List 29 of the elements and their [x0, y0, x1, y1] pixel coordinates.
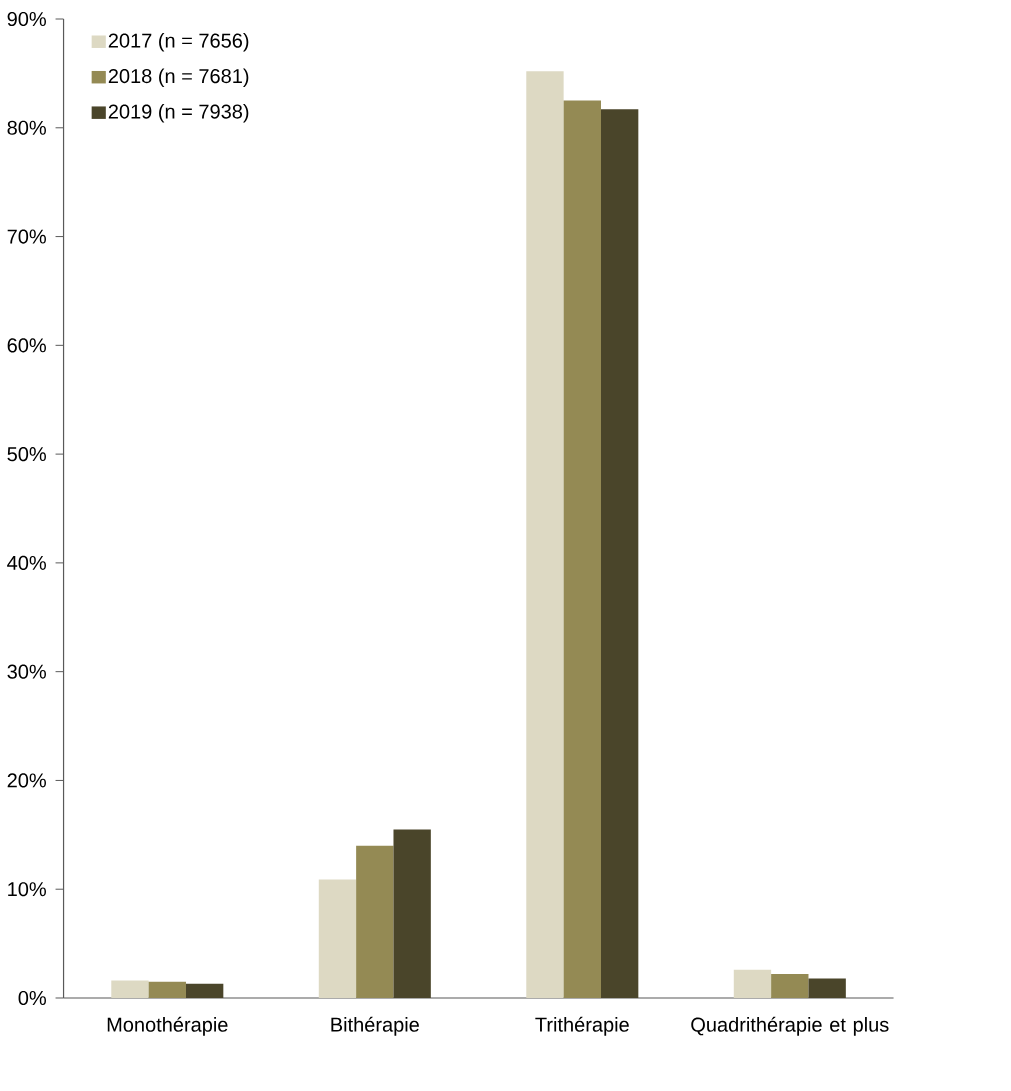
bar: [148, 981, 186, 998]
bar: [600, 109, 639, 998]
bar: [393, 829, 431, 998]
y-tick-label: 80%: [7, 120, 46, 135]
legend-label: 2017 (n = 7656): [108, 32, 249, 52]
x-tick-label: Trithérapie: [535, 1016, 629, 1036]
bar: [526, 71, 564, 998]
bar: [733, 969, 771, 998]
bar: [185, 983, 224, 998]
y-tick-label: 40%: [6, 555, 46, 570]
x-tick-label: Quadrithérapie et plus: [691, 1016, 889, 1036]
x-tick-label: Bithérapie: [331, 1016, 419, 1036]
y-tick-label: 50%: [7, 447, 46, 462]
x-tick-label: Monothérapie: [107, 1016, 228, 1036]
bar: [355, 845, 394, 998]
y-tick-label: 30%: [7, 664, 46, 679]
y-tick-label: 10%: [8, 882, 46, 897]
legend-label: 2018 (n = 7681): [108, 68, 249, 88]
y-tick-label: 0%: [18, 990, 46, 1006]
y-tick-label: 20%: [7, 773, 46, 788]
y-tick-label: 70%: [7, 229, 46, 244]
bar: [808, 978, 846, 998]
bar: [563, 100, 601, 998]
bar: [318, 879, 356, 998]
y-tick-label: 90%: [7, 11, 46, 27]
bar: [770, 974, 809, 998]
bar: [111, 980, 149, 998]
legend-label: 2019 (n = 7938): [108, 103, 249, 123]
y-tick-label: 60%: [7, 338, 46, 353]
